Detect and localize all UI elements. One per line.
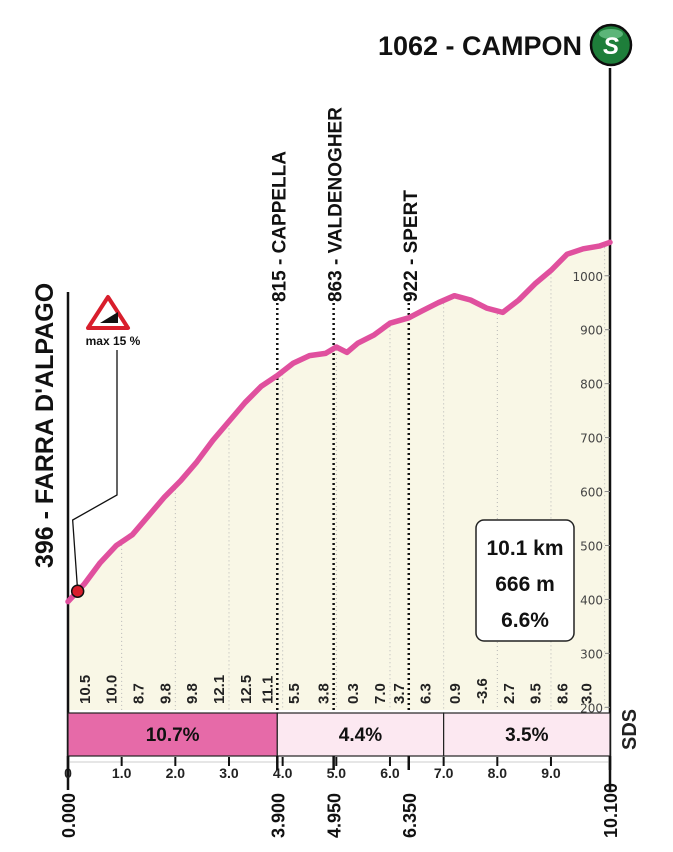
plot-area: 200 300 400 500 600 700 800 900 1000 815 - CAPPEL… xyxy=(59,68,621,838)
segment-label: 3.5% xyxy=(505,725,548,746)
stat-elevation: 666 m xyxy=(495,573,555,596)
x-tick-label: 3.0 xyxy=(219,765,239,781)
y-tick-label: 500 xyxy=(580,539,603,553)
profile-area xyxy=(68,242,610,711)
x-tick-label: 1.0 xyxy=(112,765,132,781)
s-circle-icon: S xyxy=(589,23,633,67)
start-label: 396 - FARRA D'ALPAGO xyxy=(31,283,59,568)
waypoint-label: 863 - VALDENOGHER xyxy=(326,107,347,302)
segment-label: 4.4% xyxy=(339,725,382,746)
segment-label: 10.7% xyxy=(146,725,200,746)
km-gradient-label: 9.5 xyxy=(528,683,545,704)
stats-box: 10.1 km 666 m 6.6% xyxy=(475,519,575,642)
y-tick-label: 600 xyxy=(580,486,603,500)
x-tick-label: 7.0 xyxy=(434,765,454,781)
km-gradient-label: 5.5 xyxy=(286,683,303,704)
km-marker-label: 0.000 xyxy=(59,793,79,838)
km-gradient-label: 3.0 xyxy=(579,683,596,704)
x-tick-label: 8.0 xyxy=(488,765,508,781)
max-gradient-label: max 15 % xyxy=(86,334,141,348)
max-gradient-point xyxy=(70,584,85,598)
y-tick-label: 200 xyxy=(580,701,603,715)
waypoint-label: 922 - SPERT xyxy=(401,190,422,302)
brand-logo: SDS xyxy=(619,709,641,750)
segment-bar xyxy=(276,712,445,757)
x-tick-label: 4.0 xyxy=(273,765,293,781)
x-tick-label: 2.0 xyxy=(166,765,186,781)
km-marker-label: 6.350 xyxy=(400,793,420,838)
km-gradient-label: -3.6 xyxy=(474,678,491,704)
km-gradient-label: 12.1 xyxy=(211,675,228,704)
km-gradient-label: 11.1 xyxy=(259,676,276,704)
x-tick-label: 5.0 xyxy=(327,765,347,781)
segment-bar xyxy=(443,712,611,757)
km-gradient-label: 8.7 xyxy=(130,683,147,704)
km-marker-label: 4.950 xyxy=(325,793,345,838)
km-marker-label: 10.100 xyxy=(601,783,621,838)
max-gradient-sign: max 15 % xyxy=(86,295,141,348)
waypoint-label: 815 - CAPPELLA xyxy=(269,151,290,302)
segment-bar xyxy=(67,712,278,757)
y-tick-label: 800 xyxy=(580,378,603,392)
x-tick-label: 6.0 xyxy=(380,765,400,781)
x-tick-label: 9.0 xyxy=(541,765,561,781)
y-tick-label: 300 xyxy=(580,647,603,661)
km-gradient-label: 3.8 xyxy=(316,683,333,704)
km-gradient-label: 8.6 xyxy=(554,683,571,704)
km-gradient-label: 12.5 xyxy=(238,675,255,704)
stat-distance: 10.1 km xyxy=(486,537,563,560)
finish-label: 1062 - CAMPON xyxy=(378,31,582,61)
km-gradient-label: 10.0 xyxy=(104,675,121,704)
km-gradient-label: 9.8 xyxy=(157,683,174,704)
y-tick-label: 900 xyxy=(580,324,603,338)
km-gradient-label: 7.0 xyxy=(372,683,389,704)
svg-text:S: S xyxy=(603,33,619,60)
stat-gradient: 6.6% xyxy=(501,609,549,632)
km-gradient-label: 6.3 xyxy=(418,683,435,704)
km-gradient-label: 9.8 xyxy=(184,683,201,704)
max-gradient-pointer xyxy=(71,350,118,592)
km-gradient-label: 2.7 xyxy=(501,683,518,704)
km-marker-label: 3.900 xyxy=(268,793,288,838)
x-tick-label: 0 xyxy=(64,765,72,781)
y-tick-label: 700 xyxy=(580,432,603,446)
km-gradient-label: 0.9 xyxy=(447,683,464,704)
y-tick-label: 400 xyxy=(580,593,603,607)
km-gradient-label: 3.7 xyxy=(391,683,408,704)
profile-line xyxy=(65,239,613,605)
y-tick-label: 1000 xyxy=(572,270,603,284)
km-gradient-label: 0.3 xyxy=(345,683,362,704)
km-gradient-label: 10.5 xyxy=(77,675,94,704)
